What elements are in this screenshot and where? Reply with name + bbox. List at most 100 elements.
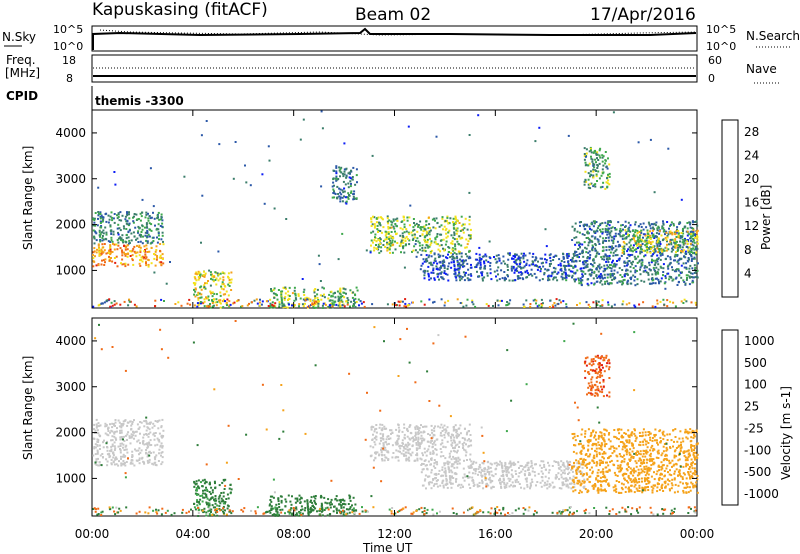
data-cell <box>209 290 212 293</box>
data-cell <box>558 487 561 490</box>
data-cell <box>97 432 100 435</box>
data-cell <box>692 276 695 279</box>
data-cell <box>675 231 678 234</box>
data-cell <box>380 250 383 253</box>
data-cell <box>649 237 652 240</box>
data-cell <box>126 424 129 427</box>
ground-scatter-cell <box>329 299 332 302</box>
data-cell <box>648 261 651 264</box>
data-cell <box>158 419 161 422</box>
sparse-echo-cell <box>548 278 551 281</box>
data-cell <box>558 258 561 261</box>
cpid-value: themis -3300 <box>95 94 184 108</box>
data-cell <box>380 448 382 451</box>
nsky-label: N.Sky <box>2 30 36 44</box>
data-cell <box>684 256 687 259</box>
sparse-echo-cell <box>345 202 348 205</box>
data-cell <box>119 448 121 450</box>
data-cell <box>637 255 640 258</box>
ground-scatter-cell <box>595 302 598 305</box>
data-cell <box>676 228 678 231</box>
data-cell <box>374 457 377 460</box>
data-cell <box>501 277 504 280</box>
data-cell <box>659 254 662 257</box>
data-cell <box>636 278 639 281</box>
data-cell <box>414 426 417 429</box>
sparse-echo-cell <box>403 266 406 269</box>
data-cell <box>408 459 411 462</box>
data-cell <box>562 477 565 480</box>
data-cell <box>391 221 394 224</box>
data-cell <box>422 425 424 428</box>
data-cell <box>338 509 341 512</box>
data-cell <box>456 268 458 271</box>
data-cell <box>621 280 624 283</box>
ground-scatter-cell <box>534 298 536 301</box>
data-cell <box>614 254 617 257</box>
data-cell <box>338 292 341 295</box>
sparse-echo-cell <box>407 125 410 128</box>
ground-scatter-cell <box>341 304 344 307</box>
data-cell <box>222 306 225 309</box>
data-cell <box>351 296 354 299</box>
data-cell <box>220 285 223 288</box>
data-cell <box>447 462 449 465</box>
data-cell <box>307 509 310 511</box>
data-cell <box>556 272 559 275</box>
data-cell <box>595 252 598 255</box>
data-cell <box>194 282 197 285</box>
data-cell <box>580 221 582 223</box>
data-cell <box>443 436 446 439</box>
data-cell <box>336 185 339 188</box>
data-cell <box>686 240 689 243</box>
data-cell <box>415 447 418 450</box>
sparse-echo-cell <box>656 229 659 232</box>
data-cell <box>120 219 123 222</box>
data-cell <box>462 271 465 274</box>
data-cell <box>668 243 670 246</box>
data-cell <box>349 499 352 502</box>
data-cell <box>693 241 696 244</box>
data-cell <box>432 450 435 453</box>
data-cell <box>565 485 568 488</box>
data-cell <box>375 244 377 246</box>
data-cell <box>276 298 279 301</box>
sparse-echo-cell <box>263 202 266 205</box>
data-cell <box>644 265 647 268</box>
data-cell <box>386 248 389 251</box>
data-cell <box>452 259 455 262</box>
data-cell <box>413 459 416 462</box>
data-cell <box>203 496 206 499</box>
data-cell <box>273 287 276 290</box>
data-cell <box>155 245 158 248</box>
ground-scatter-cell <box>565 305 568 308</box>
data-cell <box>477 262 480 265</box>
data-cell <box>463 265 466 268</box>
data-cell <box>154 253 157 256</box>
data-cell <box>500 474 503 477</box>
data-cell <box>513 271 516 274</box>
data-cell <box>632 267 635 269</box>
data-cell <box>95 425 98 428</box>
ground-scatter-cell <box>316 300 319 303</box>
data-cell <box>576 254 579 256</box>
data-cell <box>424 228 427 231</box>
data-cell <box>693 252 696 255</box>
data-cell <box>693 234 696 237</box>
data-cell <box>462 231 465 234</box>
data-cell <box>439 250 442 253</box>
sparse-echo-cell <box>114 183 117 186</box>
data-cell <box>606 273 609 276</box>
data-cell <box>205 501 208 504</box>
data-cell <box>507 252 510 255</box>
data-cell <box>490 278 493 281</box>
data-cell <box>289 508 292 511</box>
data-cell <box>634 265 637 268</box>
data-cell <box>209 284 212 287</box>
data-cell <box>132 434 135 437</box>
data-cell <box>510 269 513 272</box>
data-cell <box>585 237 588 239</box>
data-cell <box>688 267 691 270</box>
data-cell <box>451 247 454 250</box>
data-cell <box>433 217 436 220</box>
